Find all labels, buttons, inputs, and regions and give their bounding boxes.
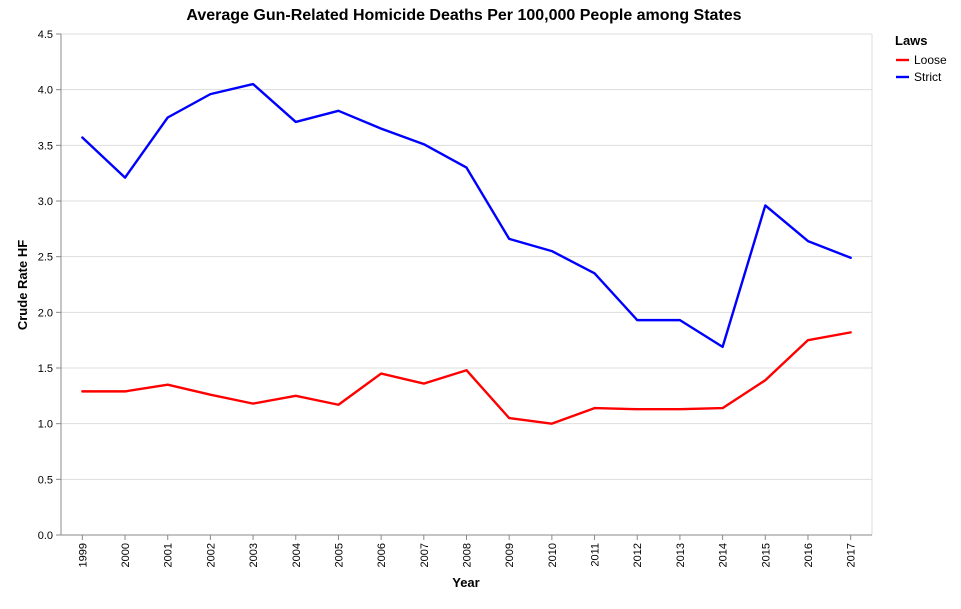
x-tick-label: 2005 (333, 543, 345, 567)
x-tick-label: 2016 (803, 543, 815, 567)
legend-label-strict: Strict (914, 70, 942, 84)
series-line-strict (81, 82, 852, 349)
y-tick-label: 2.5 (38, 252, 53, 264)
x-tick-label: 2003 (248, 543, 260, 567)
x-tick-label: 2010 (547, 543, 559, 567)
x-tick-label: 2006 (376, 543, 388, 567)
x-tick-label: 2014 (718, 543, 730, 567)
x-tick-label: 2000 (120, 543, 132, 567)
grid-lines (61, 33, 873, 536)
y-tick-label: 0.0 (38, 530, 53, 542)
x-tick-label: 2009 (504, 543, 516, 567)
series-lines (81, 82, 852, 425)
x-tick-label: 2002 (205, 543, 217, 567)
y-axis-title: Crude Rate HF (15, 240, 30, 330)
series-line-loose (81, 331, 852, 425)
x-tick-label: 2012 (632, 543, 644, 567)
x-tick-label: 2001 (163, 543, 175, 567)
x-tick-label: 2015 (760, 543, 772, 567)
y-tick-label: 4.5 (38, 29, 53, 41)
y-tick-label: 0.5 (38, 474, 53, 486)
x-tick-label: 2008 (462, 543, 474, 567)
x-tick-label: 1999 (77, 543, 89, 567)
y-tick-label: 3.0 (38, 196, 53, 208)
legend: Laws Loose Strict (895, 33, 947, 84)
x-tick-label: 2004 (291, 543, 303, 567)
x-tick-label: 2011 (590, 543, 602, 567)
x-tick-label: 2013 (675, 543, 687, 567)
y-tick-label: 1.0 (38, 419, 53, 431)
y-tick-label: 1.5 (38, 363, 53, 375)
y-tick-label: 2.0 (38, 307, 53, 319)
y-tick-label: 4.0 (38, 85, 53, 97)
legend-label-loose: Loose (914, 53, 947, 67)
x-tick-label: 2007 (419, 543, 431, 567)
x-tick-label: 2017 (846, 543, 858, 567)
axes: 0.0 0.5 1.0 1.5 2.0 2.5 3.0 3.5 4.0 4.5 1999 2000 20… (38, 29, 872, 567)
chart-title: Average Gun-Related Homicide Deaths Per … (186, 7, 741, 24)
legend-title: Laws (895, 33, 928, 48)
x-axis-title: Year (452, 575, 479, 590)
y-tick-label: 3.5 (38, 140, 53, 152)
